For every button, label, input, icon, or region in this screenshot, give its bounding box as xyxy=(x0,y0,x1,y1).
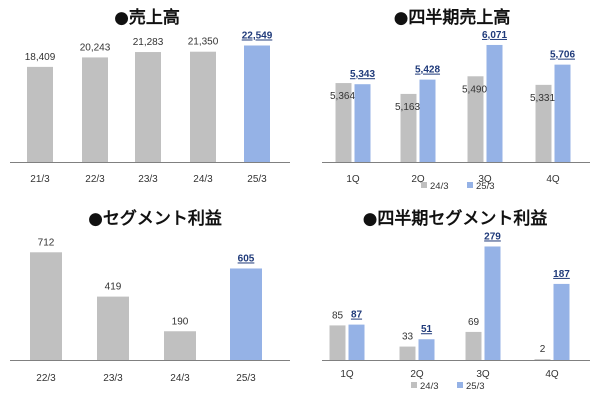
bar-25-3-1Q xyxy=(348,324,365,360)
data-label: 21,283 xyxy=(133,37,164,48)
tick-label: 3Q xyxy=(478,174,492,185)
bar-22/3 xyxy=(82,57,108,163)
chart-title: ●四半期セグメント利益 xyxy=(363,208,548,229)
bar-24-3-2Q xyxy=(399,346,416,360)
bar-24-3-4Q xyxy=(535,84,552,162)
data-label: 5,706 xyxy=(550,50,575,61)
bar-25/3 xyxy=(244,45,270,162)
tick-label: 1Q xyxy=(340,369,354,380)
bar-25-3-4Q xyxy=(554,64,571,162)
tick-label: 25/3 xyxy=(247,174,267,185)
bar-21/3 xyxy=(27,66,53,162)
data-label: 2 xyxy=(540,344,546,355)
bar-24-3-2Q xyxy=(400,93,417,162)
bar-25-3-3Q xyxy=(486,44,503,162)
bar-24/3 xyxy=(190,51,216,162)
data-label: 87 xyxy=(351,310,363,321)
data-label: 187 xyxy=(553,269,570,280)
data-label: 279 xyxy=(484,231,501,242)
tick-label: 3Q xyxy=(476,369,490,380)
tick-label: 4Q xyxy=(545,369,559,380)
legend: 24/3 25/3 xyxy=(421,181,495,192)
data-label: 20,243 xyxy=(80,42,111,53)
bar-24-3-1Q xyxy=(329,325,346,360)
chart-panel-3: ●セグメント利益 712 22/3 419 23/3 190 24/3 605 25/3 xyxy=(10,208,290,384)
chart-title: ●四半期売上高 xyxy=(394,7,511,28)
data-label: 6,071 xyxy=(482,30,507,41)
chart-panel-1: ●売上高 18,409 21/3 20,243 22/3 21,283 23/3 21,350… xyxy=(10,7,290,185)
data-label: 85 xyxy=(332,310,344,321)
data-label: 22,549 xyxy=(242,30,273,41)
data-label: 5,490 xyxy=(462,84,487,95)
legend: 24/3 25/3 xyxy=(411,381,485,392)
legend-label: 24/3 xyxy=(420,381,439,392)
data-label: 190 xyxy=(172,316,189,327)
bar-24-3-4Q xyxy=(534,359,551,360)
chart-title: ●売上高 xyxy=(114,7,180,28)
bar-24-3-3Q xyxy=(465,331,482,360)
tick-label: 24/3 xyxy=(170,373,190,384)
legend-swatch xyxy=(467,182,473,188)
bar-23/3 xyxy=(97,296,129,360)
data-label: 5,428 xyxy=(415,65,440,76)
chart-panel-2: ●四半期売上高 5,364 5,343 1Q 5,163 5,428 2Q 5,490 6,07… xyxy=(322,7,590,192)
bar-23/3 xyxy=(135,52,161,162)
tick-label: 21/3 xyxy=(30,174,50,185)
bar-25-3-1Q xyxy=(354,84,371,162)
data-label: 5,331 xyxy=(530,93,555,104)
data-label: 5,343 xyxy=(350,69,375,80)
data-label: 5,163 xyxy=(395,102,420,113)
data-label: 712 xyxy=(38,237,55,248)
tick-label: 2Q xyxy=(410,369,424,380)
data-label: 69 xyxy=(468,317,480,328)
tick-label: 23/3 xyxy=(103,373,123,384)
bar-24-3-3Q xyxy=(467,76,484,162)
legend-label: 25/3 xyxy=(476,181,495,192)
data-label: 21,350 xyxy=(188,37,219,48)
legend-swatch xyxy=(421,182,427,188)
legend-swatch xyxy=(457,382,463,388)
tick-label: 4Q xyxy=(546,174,560,185)
tick-label: 22/3 xyxy=(36,373,56,384)
data-label: 33 xyxy=(402,332,414,343)
data-label: 18,409 xyxy=(25,52,56,63)
legend-label: 24/3 xyxy=(430,181,449,192)
bar-25-3-2Q xyxy=(419,79,436,162)
bar-24/3 xyxy=(164,331,196,360)
tick-label: 22/3 xyxy=(85,174,105,185)
bar-25/3 xyxy=(230,268,262,360)
tick-label: 25/3 xyxy=(236,373,256,384)
data-label: 419 xyxy=(105,282,122,293)
data-label: 51 xyxy=(421,324,433,335)
bar-25-3-4Q xyxy=(553,283,570,360)
tick-label: 23/3 xyxy=(138,174,158,185)
bar-24-3-1Q xyxy=(335,83,352,162)
bar-22/3 xyxy=(30,252,62,360)
data-label: 605 xyxy=(238,253,255,264)
legend-swatch xyxy=(411,382,417,388)
chart-panel-4: ●四半期セグメント利益 85 87 1Q 33 51 2Q 69 279 3Q 2 187 4Q 24/3… xyxy=(322,208,590,392)
tick-label: 24/3 xyxy=(193,174,213,185)
bar-25-3-3Q xyxy=(484,246,501,360)
tick-label: 1Q xyxy=(346,174,360,185)
legend-label: 25/3 xyxy=(466,381,485,392)
data-label: 5,364 xyxy=(330,91,355,102)
bar-25-3-2Q xyxy=(418,339,435,360)
chart-title: ●セグメント利益 xyxy=(88,208,222,229)
tick-label: 2Q xyxy=(411,174,425,185)
